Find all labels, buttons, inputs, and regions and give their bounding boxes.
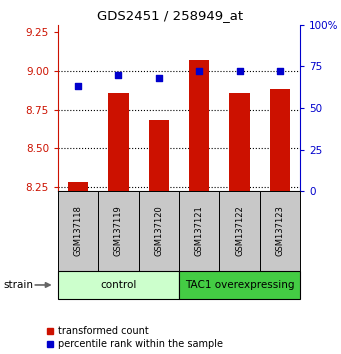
Text: GSM137121: GSM137121 <box>195 206 204 256</box>
Text: control: control <box>100 280 137 290</box>
Bar <box>108 92 129 191</box>
Bar <box>179 191 219 271</box>
Bar <box>58 271 179 299</box>
Text: GSM137118: GSM137118 <box>74 206 83 256</box>
Point <box>116 72 121 78</box>
Bar <box>260 191 300 271</box>
Text: GSM137123: GSM137123 <box>276 206 284 256</box>
Bar <box>189 60 209 191</box>
Legend: transformed count, percentile rank within the sample: transformed count, percentile rank withi… <box>46 326 223 349</box>
Text: GDS2451 / 258949_at: GDS2451 / 258949_at <box>98 9 243 22</box>
Point <box>196 69 202 74</box>
Text: TAC1 overexpressing: TAC1 overexpressing <box>185 280 294 290</box>
Point <box>75 84 81 89</box>
Bar <box>98 191 139 271</box>
Bar <box>58 191 98 271</box>
Bar <box>270 90 290 191</box>
Bar <box>229 92 250 191</box>
Text: strain: strain <box>3 280 33 290</box>
Bar <box>179 271 300 299</box>
Point <box>156 75 162 81</box>
Point <box>237 69 242 74</box>
Bar <box>139 191 179 271</box>
Bar <box>149 120 169 191</box>
Bar <box>68 182 88 191</box>
Text: GSM137122: GSM137122 <box>235 206 244 256</box>
Point <box>277 69 283 74</box>
Text: GSM137119: GSM137119 <box>114 206 123 256</box>
Bar <box>219 191 260 271</box>
Text: GSM137120: GSM137120 <box>154 206 163 256</box>
